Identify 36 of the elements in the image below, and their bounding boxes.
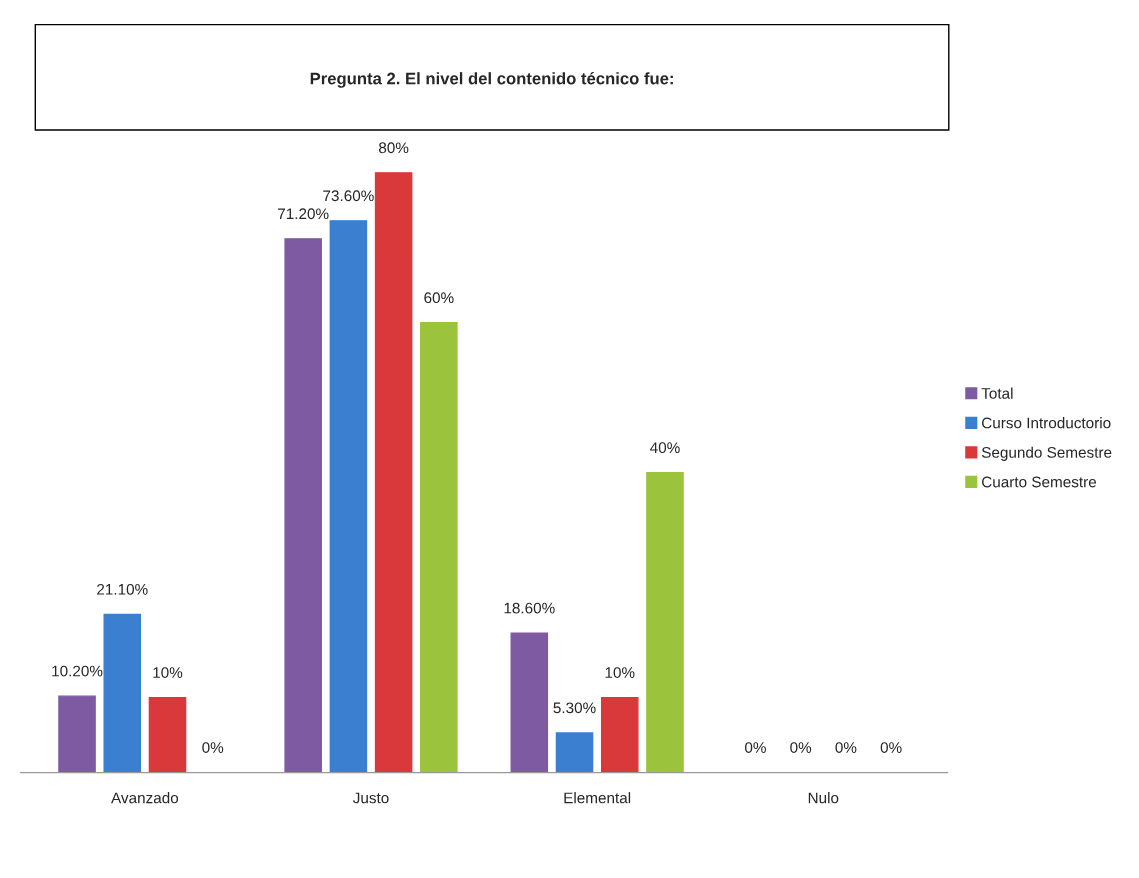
- data-label: 0%: [790, 742, 812, 753]
- data-label: 80%: [379, 142, 409, 154]
- data-label: 18.60%: [504, 602, 555, 614]
- legend-label: Curso Introductorio: [982, 417, 1111, 429]
- data-label: 21.10%: [97, 583, 148, 595]
- data-label: 10%: [605, 667, 635, 678]
- legend-label: Cuarto Semestre: [982, 476, 1097, 488]
- data-label: 73.60%: [323, 190, 374, 202]
- data-label: 40%: [650, 442, 680, 454]
- data-label: 0%: [744, 742, 766, 753]
- x-tick-label: Avanzado: [111, 792, 179, 804]
- chart-title: Pregunta 2. El nivel del contenido técnico fue:: [310, 72, 673, 88]
- bar: [58, 695, 96, 773]
- data-label: 0%: [202, 742, 224, 753]
- data-label: 5.30%: [553, 702, 596, 714]
- bar: [103, 613, 142, 773]
- bar: [646, 472, 684, 773]
- legend-label: Segundo Semestre: [981, 446, 1112, 461]
- x-tick-label: Elemental: [564, 792, 631, 804]
- bar: [284, 238, 322, 773]
- bar: [555, 732, 594, 773]
- legend-label: Total: [981, 387, 1013, 399]
- data-label: 0%: [880, 742, 902, 753]
- bar: [510, 632, 549, 773]
- bar: [329, 220, 368, 773]
- bar: [148, 696, 187, 773]
- bar: [600, 696, 639, 773]
- x-tick-label: Nulo: [808, 792, 839, 804]
- x-tick-label: Justo: [352, 792, 389, 804]
- bar: [374, 172, 413, 773]
- data-label: 60%: [424, 292, 454, 304]
- data-label: 10%: [153, 667, 183, 678]
- data-label: 10.20%: [52, 665, 103, 677]
- data-label: 71.20%: [278, 208, 329, 220]
- data-label: 0%: [835, 742, 857, 753]
- bar: [420, 322, 458, 773]
